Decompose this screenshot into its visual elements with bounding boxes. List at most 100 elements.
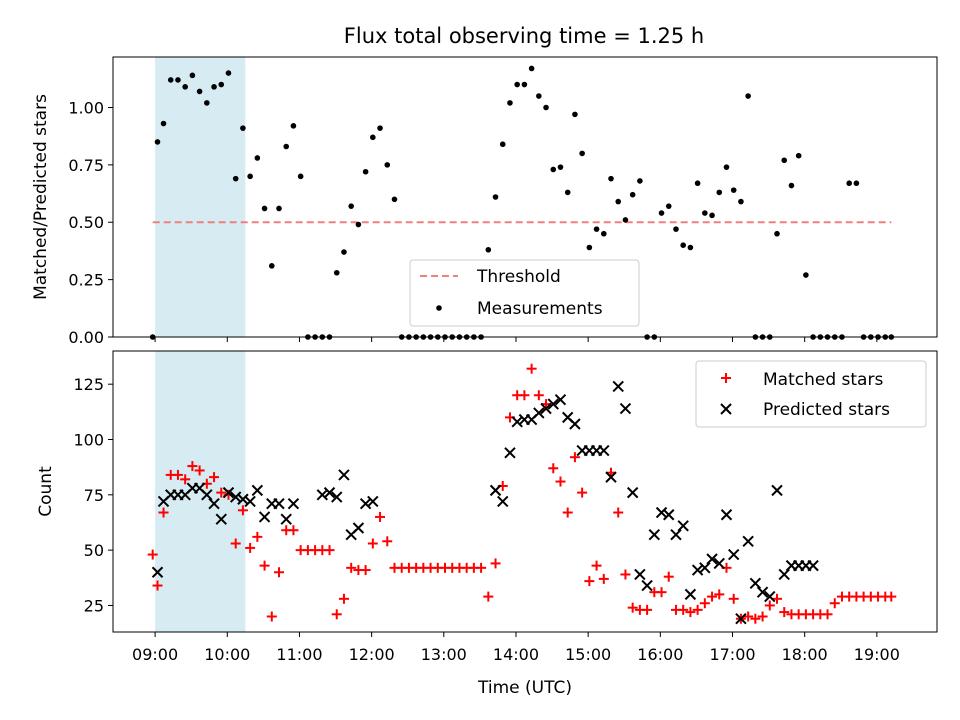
bottom-y-ticks: 25 50 75 100 125 <box>73 375 113 615</box>
x-tick-label: 10:00 <box>204 645 250 664</box>
matched-star-point <box>707 591 718 602</box>
predicted-star-point <box>497 495 509 508</box>
predicted-star-point <box>706 553 718 565</box>
top-axes-frame <box>112 56 938 338</box>
predicted-star-point <box>771 484 783 497</box>
matched-star-point <box>360 565 371 576</box>
measurement-point <box>283 143 290 150</box>
chart-title: Flux total observing time = 1.25 h <box>344 24 704 48</box>
predicted-star-point <box>807 559 819 572</box>
matched-star-point <box>620 569 631 580</box>
predicted-star-point <box>215 513 227 525</box>
legend-predicted-marker <box>720 403 732 415</box>
measurement-point <box>528 65 535 72</box>
matched-star-point <box>252 531 263 542</box>
legend-matched-swatch <box>721 373 731 383</box>
measurement-point <box>702 210 708 216</box>
measurement-point <box>738 198 744 205</box>
matched-star-point <box>147 549 158 560</box>
predicted-star-point <box>677 520 689 532</box>
legend-threshold-label: Threshold <box>476 267 561 287</box>
measurement-point <box>333 269 340 276</box>
measurement-point <box>175 77 181 83</box>
legend-measurements-label: Measurements <box>477 299 603 319</box>
top-highlight-band <box>155 57 246 337</box>
top-measurement-points <box>149 65 895 340</box>
bottom-y-tick-label: 100 <box>73 431 104 450</box>
measurement-point <box>543 104 549 111</box>
predicted-star-point <box>742 535 754 547</box>
matched-star-point <box>194 465 205 476</box>
matched-star-point <box>526 363 537 374</box>
predicted-star-point <box>229 491 242 503</box>
measurement-point <box>629 191 636 198</box>
measurement-point <box>521 81 528 88</box>
measurement-point <box>745 93 751 99</box>
measurement-point <box>788 182 795 189</box>
x-axis-label: Time (UTC) <box>477 678 572 698</box>
predicted-star-point <box>764 590 776 603</box>
measurement-point <box>586 244 593 251</box>
bottom-y-axis-label: Count <box>36 466 56 517</box>
top-y-tick-label: 0.25 <box>68 271 104 290</box>
measurement-point <box>182 84 188 90</box>
predicted-star-point <box>778 568 790 581</box>
predicted-star-point <box>511 416 523 428</box>
measurement-point <box>261 205 268 212</box>
matched-star-point <box>533 390 544 401</box>
legend-predicted-swatch <box>720 403 732 415</box>
matched-star-point <box>577 487 588 498</box>
matched-star-point <box>476 562 487 573</box>
measurement-point <box>673 226 679 232</box>
matched-star-point <box>750 613 761 624</box>
predicted-star-point <box>316 489 329 501</box>
measurement-point <box>348 203 354 209</box>
bottom-legend: Matched stars Predicted stars <box>695 360 927 428</box>
predicted-star-point <box>634 568 646 581</box>
measurement-point <box>268 263 275 269</box>
predicted-star-point <box>504 447 516 459</box>
measurement-point <box>507 100 513 106</box>
measurement-point <box>225 70 232 76</box>
matched-star-point <box>158 507 169 518</box>
predicted-star-point <box>720 509 733 521</box>
matched-star-point <box>779 607 790 618</box>
matched-star-point <box>627 602 638 613</box>
measurement-point <box>160 120 167 127</box>
predicted-star-point <box>201 489 213 501</box>
measurement-point <box>290 123 297 129</box>
top-y-tick-label: 0.75 <box>68 156 104 175</box>
predicted-star-point <box>598 444 610 457</box>
matched-star-point <box>714 589 725 600</box>
predicted-star-point <box>287 497 300 510</box>
top-legend-box <box>409 259 640 327</box>
measurement-point <box>377 125 383 131</box>
predicted-stars-points <box>151 380 819 625</box>
measurement-point <box>665 203 672 209</box>
matched-star-point <box>338 593 349 604</box>
measurement-point <box>658 210 665 216</box>
measurement-point <box>254 155 261 161</box>
predicted-star-point <box>280 513 292 525</box>
predicted-star-point <box>222 486 235 499</box>
matched-star-point <box>259 560 270 571</box>
predicted-star-point <box>670 528 682 541</box>
predicted-star-point <box>208 497 220 510</box>
matched-star-point <box>692 604 703 615</box>
predicted-star-point <box>727 548 740 561</box>
bottom-panel: 25 50 75 100 125 09:00 10:00 11:00 12:00 13:00 14… <box>36 350 938 698</box>
predicted-star-point <box>258 511 271 523</box>
measurement-point <box>204 100 210 106</box>
matched-star-point <box>642 604 653 615</box>
matched-star-point <box>245 542 256 553</box>
matched-star-point <box>562 507 573 518</box>
matched-star-point <box>555 476 566 487</box>
measurement-point <box>795 152 802 159</box>
predicted-star-point <box>619 402 632 415</box>
predicted-star-point <box>569 418 581 430</box>
matched-star-point <box>209 472 220 483</box>
predicted-star-point <box>554 393 567 406</box>
matched-star-point <box>613 507 624 518</box>
matched-star-point <box>274 567 285 578</box>
measurement-point <box>536 93 542 99</box>
